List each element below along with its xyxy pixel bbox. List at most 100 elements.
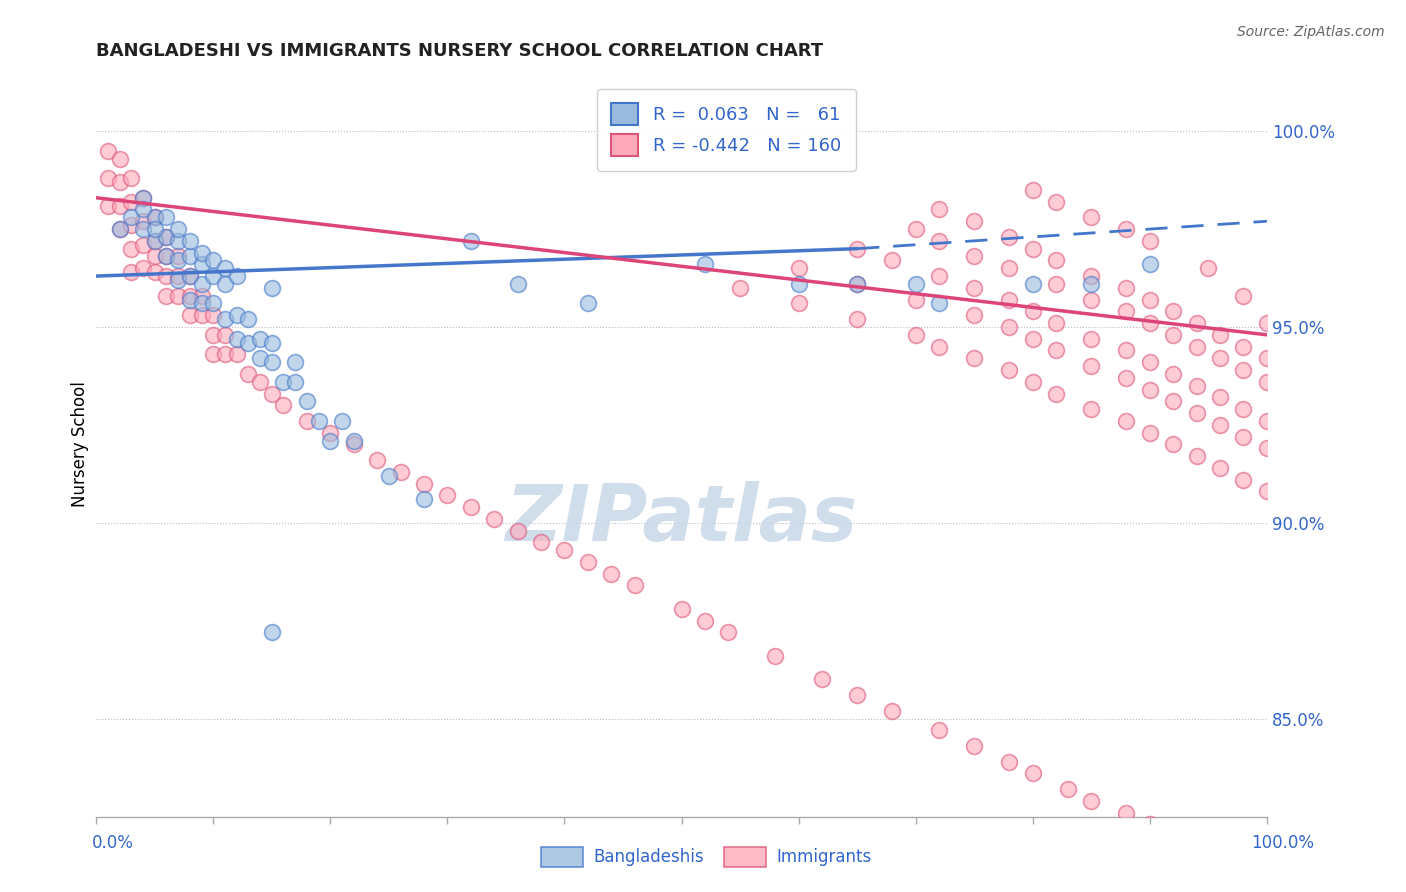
Point	[260, 625, 283, 640]
Point	[717, 625, 740, 640]
Text: 0.0%: 0.0%	[91, 834, 134, 852]
Point	[143, 250, 166, 264]
Point	[1161, 304, 1184, 318]
Point	[167, 250, 190, 264]
Point	[413, 476, 436, 491]
Point	[1197, 848, 1219, 863]
Point	[811, 673, 834, 687]
Point	[179, 308, 201, 322]
Point	[1139, 293, 1161, 307]
Point	[132, 237, 155, 252]
Point	[132, 191, 155, 205]
Point	[308, 414, 330, 428]
Point	[1022, 242, 1045, 256]
Point	[1232, 430, 1254, 444]
Point	[132, 214, 155, 228]
Point	[179, 288, 201, 302]
Text: Source: ZipAtlas.com: Source: ZipAtlas.com	[1237, 25, 1385, 39]
Point	[295, 394, 318, 409]
Point	[1139, 234, 1161, 248]
Point	[904, 293, 927, 307]
Point	[330, 414, 353, 428]
Point	[1045, 277, 1067, 291]
Point	[120, 211, 142, 225]
Point	[1232, 363, 1254, 377]
Point	[928, 296, 950, 310]
Point	[1080, 293, 1102, 307]
Point	[225, 308, 247, 322]
Point	[928, 723, 950, 738]
Point	[846, 312, 869, 326]
Point	[167, 288, 190, 302]
Point	[190, 257, 212, 271]
Point	[1139, 425, 1161, 440]
Point	[143, 222, 166, 236]
Point	[214, 347, 236, 361]
Point	[460, 234, 482, 248]
Point	[108, 222, 131, 236]
Point	[143, 211, 166, 225]
Point	[1115, 414, 1137, 428]
Point	[366, 453, 388, 467]
Point	[225, 347, 247, 361]
Point	[97, 144, 120, 158]
Point	[1045, 386, 1067, 401]
Point	[1057, 782, 1080, 797]
Point	[1161, 367, 1184, 381]
Point	[1232, 868, 1254, 882]
Point	[238, 312, 260, 326]
Point	[284, 355, 307, 369]
Point	[167, 222, 190, 236]
Point	[214, 312, 236, 326]
Point	[1080, 277, 1102, 291]
Point	[167, 234, 190, 248]
Point	[1185, 449, 1208, 463]
Point	[1115, 222, 1137, 236]
Point	[1022, 304, 1045, 318]
Point	[1115, 371, 1137, 385]
Point	[1045, 343, 1067, 358]
Point	[904, 222, 927, 236]
Point	[295, 414, 318, 428]
Point	[1244, 876, 1267, 890]
Point	[1197, 261, 1219, 276]
Point	[202, 296, 225, 310]
Point	[190, 277, 212, 291]
Point	[238, 335, 260, 350]
Point	[108, 152, 131, 166]
Point	[484, 512, 506, 526]
Point	[1139, 817, 1161, 831]
Point	[190, 296, 212, 310]
Point	[1022, 375, 1045, 389]
Point	[1022, 183, 1045, 197]
Point	[693, 257, 716, 271]
Point	[763, 648, 786, 663]
Point	[1161, 829, 1184, 843]
Point	[190, 245, 212, 260]
Point	[998, 363, 1021, 377]
Point	[928, 234, 950, 248]
Point	[120, 242, 142, 256]
Point	[1209, 327, 1232, 342]
Point	[155, 230, 177, 244]
Point	[506, 277, 529, 291]
Point	[1256, 884, 1278, 892]
Point	[963, 214, 986, 228]
Point	[1022, 766, 1045, 780]
Point	[389, 465, 412, 479]
Point	[190, 308, 212, 322]
Point	[167, 253, 190, 268]
Point	[155, 269, 177, 284]
Point	[1139, 316, 1161, 330]
Point	[214, 327, 236, 342]
Point	[179, 269, 201, 284]
Point	[1080, 402, 1102, 417]
Point	[998, 261, 1021, 276]
Point	[1080, 269, 1102, 284]
Point	[155, 211, 177, 225]
Point	[249, 351, 271, 366]
Point	[904, 277, 927, 291]
Text: ZIPatlas: ZIPatlas	[505, 481, 858, 557]
Point	[998, 230, 1021, 244]
Point	[143, 211, 166, 225]
